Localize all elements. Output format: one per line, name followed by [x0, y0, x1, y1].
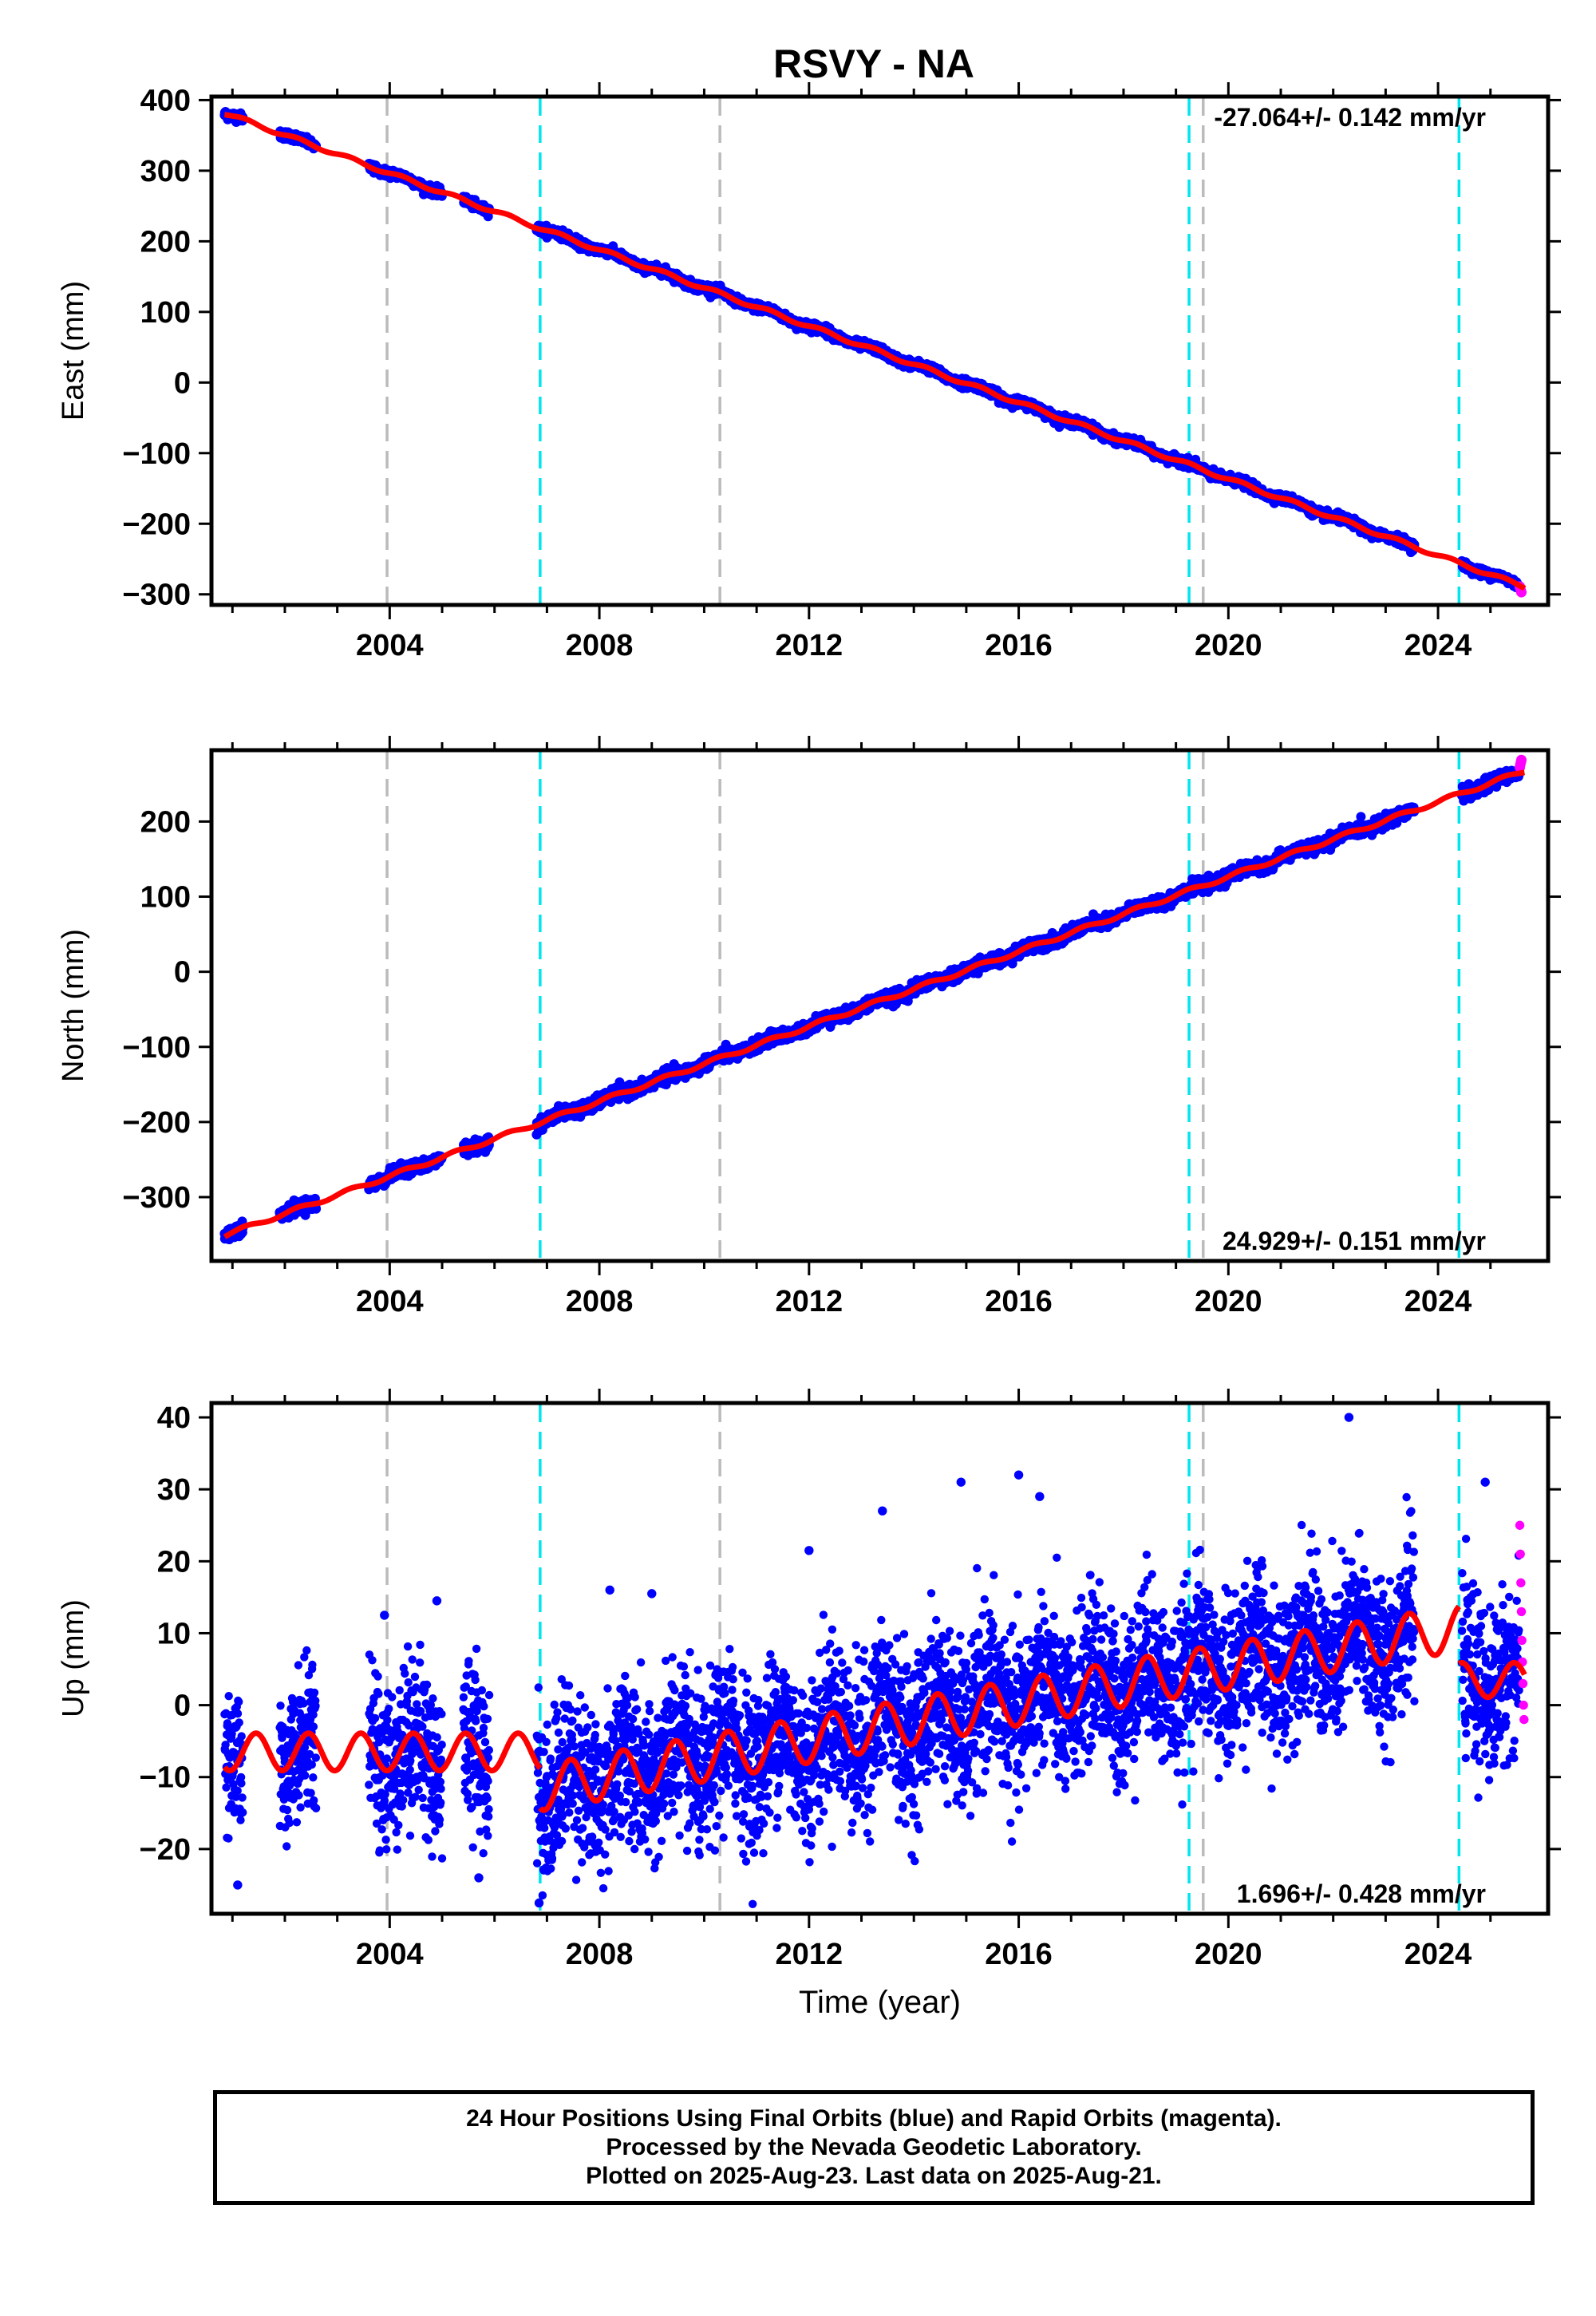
panel-north: 2004 2008 2012 2016 2020 20242001000−100−200−… [57, 736, 1561, 1318]
y-tick-label: 0 [174, 366, 191, 400]
x-tick-label: 2024 [1404, 629, 1472, 662]
plot-area-north [219, 754, 1527, 1245]
y-tick-label: 400 [140, 84, 191, 117]
x-tick-label: 2008 [566, 629, 634, 662]
rate-label: -27.064+/- 0.142 mm/yr [1214, 103, 1486, 132]
x-tick-label: 2016 [985, 629, 1053, 662]
y-tick-label: −200 [122, 508, 191, 541]
y-tick-label: −300 [122, 579, 191, 612]
x-tick-label: 2020 [1195, 629, 1262, 662]
y-tick-label: −100 [122, 437, 191, 471]
x-tick-label: 2004 [356, 629, 424, 662]
y-tick-label: 200 [140, 225, 191, 259]
y-tick-label: 100 [140, 296, 191, 330]
plot-area-east [219, 107, 1527, 598]
x-tick-label: 2012 [776, 629, 843, 662]
y-tick-label: 300 [140, 155, 191, 188]
panel-east: 2004 2008 2012 2016 2020 2024 400 300 200 100 0 −10… [57, 82, 1561, 662]
chart-title: RSVY - NA [773, 41, 974, 86]
y-axis-label: East (mm) [57, 281, 90, 421]
